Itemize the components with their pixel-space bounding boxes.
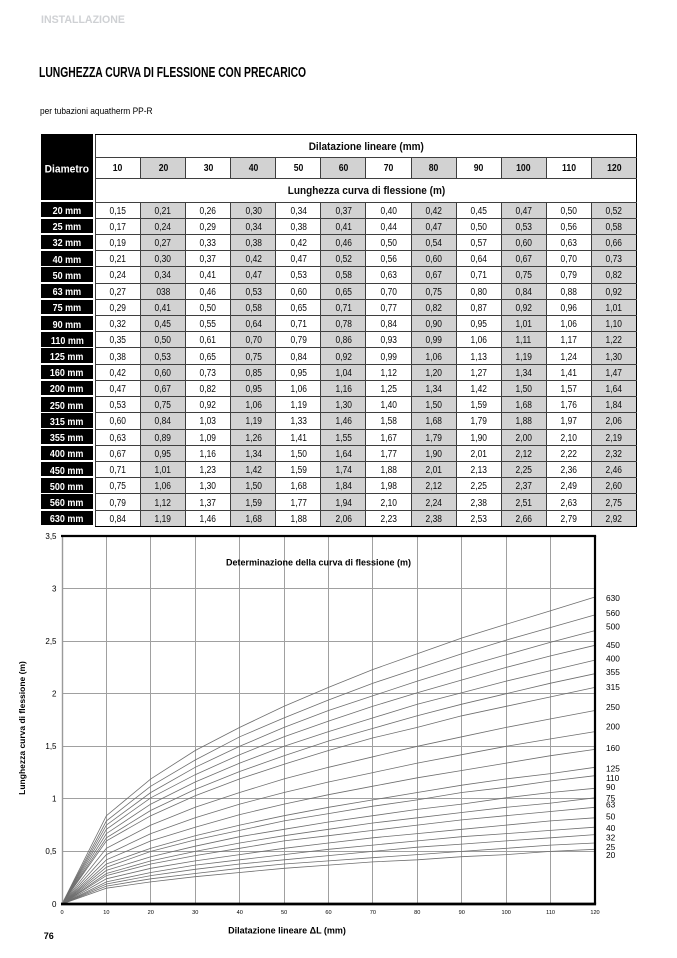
svg-text:2,5: 2,5 — [45, 637, 57, 646]
svg-text:250: 250 — [606, 702, 620, 712]
svg-text:3: 3 — [52, 584, 57, 593]
svg-text:Determinazione della curva di: Determinazione della curva di flessione … — [226, 558, 411, 568]
svg-text:125: 125 — [606, 764, 620, 774]
svg-text:20: 20 — [606, 850, 616, 860]
svg-text:0: 0 — [60, 910, 63, 916]
svg-text:1: 1 — [52, 795, 57, 804]
svg-text:3,5: 3,5 — [45, 532, 57, 541]
svg-text:110: 110 — [546, 910, 555, 916]
svg-text:Dilatazione lineare ΔL (mm): Dilatazione lineare ΔL (mm) — [228, 926, 346, 936]
svg-text:2: 2 — [52, 690, 57, 699]
svg-text:30: 30 — [192, 910, 198, 916]
svg-text:100: 100 — [502, 910, 511, 916]
svg-text:50: 50 — [281, 910, 287, 916]
svg-text:25: 25 — [606, 842, 616, 852]
svg-text:Lunghezza curva di flessione (: Lunghezza curva di flessione (m) — [17, 661, 27, 795]
svg-text:50: 50 — [606, 812, 616, 822]
svg-text:355: 355 — [606, 667, 620, 677]
svg-text:75: 75 — [606, 793, 616, 803]
svg-text:200: 200 — [606, 722, 620, 732]
svg-text:40: 40 — [606, 823, 616, 833]
svg-text:63: 63 — [606, 800, 616, 810]
svg-text:630: 630 — [606, 593, 620, 603]
svg-text:120: 120 — [590, 910, 599, 916]
svg-text:500: 500 — [606, 622, 620, 632]
svg-text:20: 20 — [148, 910, 154, 916]
svg-text:60: 60 — [325, 910, 331, 916]
svg-text:0: 0 — [52, 900, 57, 909]
svg-text:90: 90 — [606, 782, 616, 792]
svg-text:70: 70 — [370, 910, 376, 916]
svg-text:560: 560 — [606, 608, 620, 618]
svg-text:110: 110 — [606, 773, 620, 783]
svg-text:450: 450 — [606, 640, 620, 650]
svg-text:400: 400 — [606, 654, 620, 664]
svg-text:32: 32 — [606, 833, 616, 843]
svg-text:315: 315 — [606, 682, 620, 692]
svg-text:1,5: 1,5 — [45, 742, 57, 751]
svg-text:40: 40 — [237, 910, 243, 916]
svg-text:80: 80 — [414, 910, 420, 916]
svg-text:90: 90 — [459, 910, 465, 916]
svg-text:10: 10 — [103, 910, 109, 916]
svg-text:160: 160 — [606, 743, 620, 753]
svg-text:0,5: 0,5 — [45, 847, 57, 856]
